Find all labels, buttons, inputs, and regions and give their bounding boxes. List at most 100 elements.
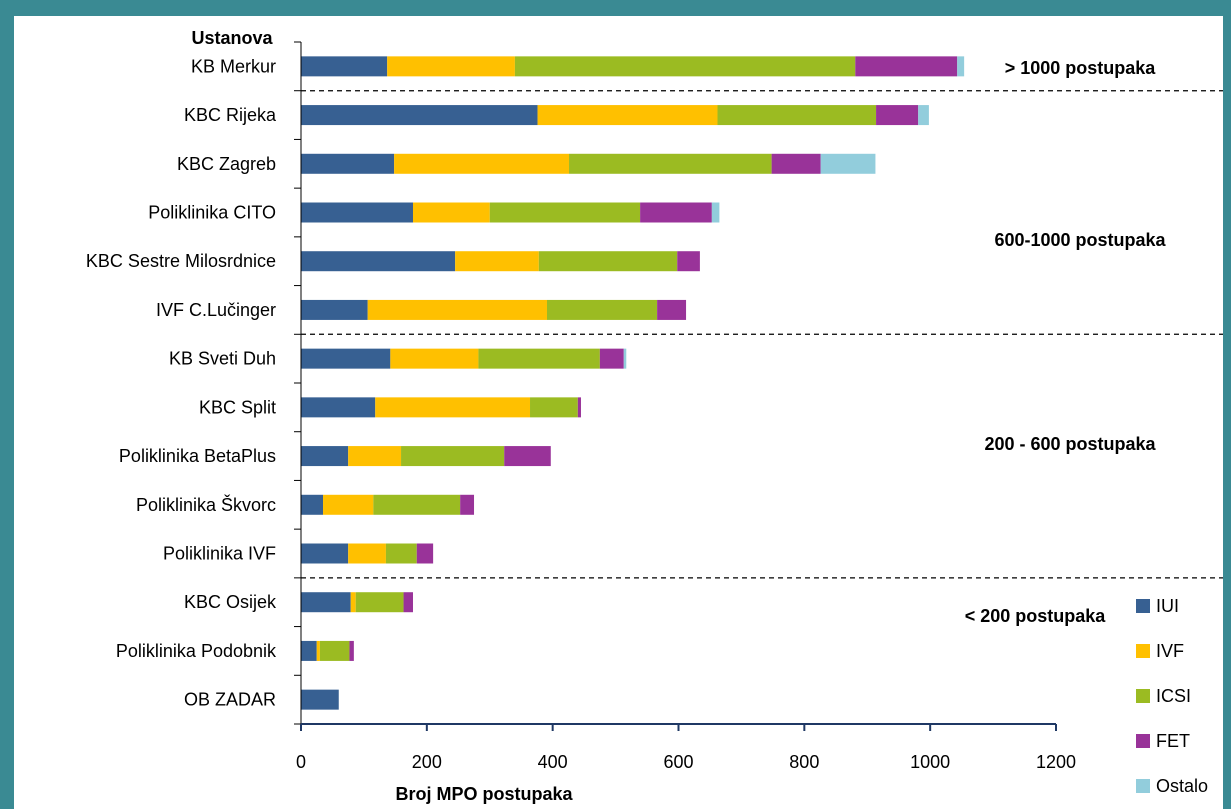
- legend-swatch: [1136, 734, 1150, 748]
- group-annotation: 200 - 600 postupaka: [984, 434, 1156, 454]
- x-tick-label: 600: [663, 752, 693, 772]
- bar-segment: [301, 543, 349, 564]
- legend-label: ICSI: [1156, 686, 1191, 706]
- bar-segment: [957, 56, 965, 77]
- bar-segment: [640, 202, 712, 223]
- category-label: Poliklinika Škvorc: [136, 494, 276, 515]
- bars-group: [301, 56, 965, 710]
- bar-segment: [403, 592, 413, 613]
- legend-swatch: [1136, 689, 1150, 703]
- bar-segment: [301, 592, 351, 613]
- bar-segment: [530, 397, 578, 418]
- bar-segment: [301, 397, 376, 418]
- category-label: KBC Split: [199, 397, 276, 417]
- category-label: KB Sveti Duh: [169, 349, 276, 369]
- bar-segment: [301, 202, 413, 223]
- bar-segment: [547, 299, 658, 320]
- category-label: OB ZADAR: [184, 690, 276, 710]
- bar-segment: [355, 592, 404, 613]
- frame-border: [1223, 0, 1231, 809]
- bar-segment: [375, 397, 531, 418]
- bar-segment: [489, 202, 641, 223]
- bar-segment: [350, 592, 356, 613]
- bar-segment: [319, 640, 350, 661]
- bar-segment: [514, 56, 856, 77]
- bar-segment: [301, 105, 538, 126]
- bar-segment: [538, 251, 678, 272]
- legend-swatch: [1136, 779, 1150, 793]
- x-axis-label: Broj MPO postupaka: [395, 784, 573, 804]
- bar-segment: [855, 56, 958, 77]
- y-axis-label: Ustanova: [191, 28, 273, 48]
- bar-segment: [301, 299, 368, 320]
- frame-border: [0, 0, 14, 809]
- category-label: KBC Sestre Milosrdnice: [86, 251, 276, 271]
- bar-segment: [504, 446, 551, 467]
- bar-segment: [387, 56, 515, 77]
- bar-segment: [820, 153, 876, 174]
- bar-segment: [348, 543, 386, 564]
- bar-segment: [301, 446, 349, 467]
- bar-segment: [401, 446, 505, 467]
- legend-label: Ostalo: [1156, 776, 1208, 796]
- bar-segment: [771, 153, 821, 174]
- legend-label: FET: [1156, 731, 1190, 751]
- category-label: KBC Zagreb: [177, 154, 276, 174]
- bar-segment: [301, 251, 456, 272]
- bar-segment: [301, 640, 317, 661]
- bar-segment: [412, 202, 490, 223]
- group-annotation: 600-1000 postupaka: [994, 230, 1166, 250]
- group-annotations: > 1000 postupaka 600-1000 postupaka 200 - …: [965, 58, 1167, 626]
- bar-segment: [577, 397, 581, 418]
- bar-segment: [569, 153, 772, 174]
- group-annotation: > 1000 postupaka: [1005, 58, 1157, 78]
- legend-label: IUI: [1156, 596, 1179, 616]
- category-label: Poliklinika IVF: [163, 544, 276, 564]
- x-tick-label: 0: [296, 752, 306, 772]
- bar-segment: [918, 105, 929, 126]
- legend-swatch: [1136, 644, 1150, 658]
- category-label: Poliklinika CITO: [148, 203, 276, 223]
- category-label: IVF C.Lučinger: [156, 300, 276, 320]
- bar-segment: [717, 105, 877, 126]
- bar-segment: [367, 299, 548, 320]
- category-label: KBC Osijek: [184, 592, 277, 612]
- bar-segment: [390, 348, 479, 369]
- bar-segment: [711, 202, 720, 223]
- category-labels: KB Merkur KBC Rijeka KBC Zagreb Poliklinika…: [86, 56, 277, 709]
- category-label: KB Merkur: [191, 56, 276, 76]
- bar-segment: [455, 251, 539, 272]
- x-tick-labels: 0 200 400 600 800 1000 1200: [296, 752, 1076, 772]
- bar-segment: [599, 348, 624, 369]
- bar-segment: [460, 494, 475, 515]
- bar-segment: [657, 299, 687, 320]
- bar-segment: [301, 494, 324, 515]
- bar-segment: [537, 105, 718, 126]
- bar-segment: [323, 494, 374, 515]
- bar-segment: [301, 689, 339, 710]
- x-tick-label: 800: [789, 752, 819, 772]
- bar-segment: [349, 640, 354, 661]
- bar-segment: [876, 105, 919, 126]
- category-label: Poliklinika BetaPlus: [119, 446, 276, 466]
- bar-segment: [394, 153, 570, 174]
- axes: [294, 41, 1057, 731]
- bar-segment: [301, 56, 388, 77]
- legend: IUI IVF ICSI FET Ostalo: [1136, 596, 1208, 796]
- x-tick-label: 200: [412, 752, 442, 772]
- legend-label: IVF: [1156, 641, 1184, 661]
- x-tick-label: 400: [538, 752, 568, 772]
- category-label: KBC Rijeka: [184, 105, 277, 125]
- bar-segment: [385, 543, 417, 564]
- frame-border: [0, 0, 1231, 16]
- bar-segment: [301, 348, 391, 369]
- bar-segment: [677, 251, 700, 272]
- bar-segment: [373, 494, 461, 515]
- bar-segment: [348, 446, 402, 467]
- bar-segment: [316, 640, 320, 661]
- bar-segment: [478, 348, 600, 369]
- bar-segment: [301, 153, 395, 174]
- x-tick-label: 1200: [1036, 752, 1076, 772]
